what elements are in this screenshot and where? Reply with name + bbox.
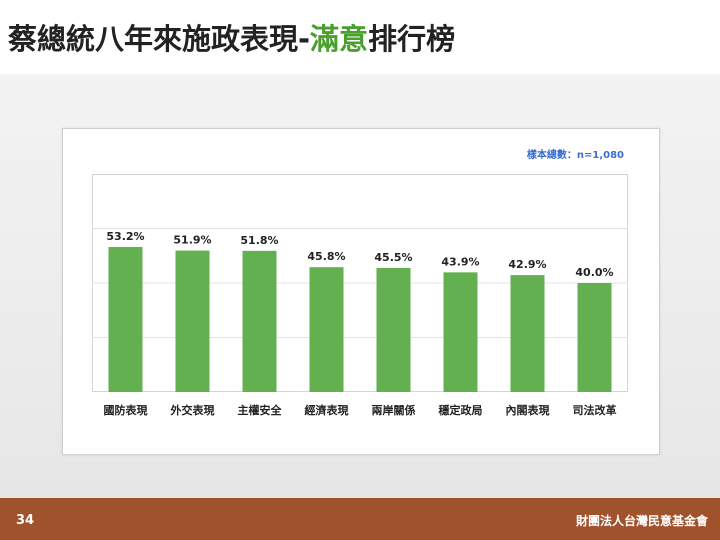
bar-2 xyxy=(242,250,277,392)
category-label-4: 兩岸關係 xyxy=(372,403,416,417)
chart-frame xyxy=(62,128,660,455)
organization-name: 財團法人台灣民意基金會 xyxy=(575,514,708,528)
data-label-2: 51.8% xyxy=(240,234,278,247)
category-label-3: 經濟表現 xyxy=(305,403,349,417)
title-highlight: 滿意 xyxy=(310,22,369,56)
sample-size-note: 樣本總數：n=1,080 xyxy=(526,150,624,161)
page-title: 蔡總統八年來施政表現-滿意排行榜 xyxy=(8,16,455,58)
category-label-2: 主權安全 xyxy=(238,403,283,417)
category-label-7: 司法改革 xyxy=(573,403,617,417)
bar-3 xyxy=(309,267,344,392)
data-label-4: 45.5% xyxy=(374,251,412,264)
data-label-0: 53.2% xyxy=(106,230,144,243)
title-bar: 蔡總統八年來施政表現-滿意排行榜 xyxy=(0,0,720,72)
bar-5 xyxy=(443,272,478,392)
bar-0 xyxy=(108,247,143,392)
category-label-1: 外交表現 xyxy=(170,403,215,417)
data-label-7: 40.0% xyxy=(575,266,613,279)
data-label-3: 45.8% xyxy=(307,250,345,263)
bar-1 xyxy=(175,250,210,392)
title-suffix: 排行榜 xyxy=(368,22,456,56)
data-label-5: 43.9% xyxy=(441,255,479,268)
category-label-6: 內閣表現 xyxy=(506,403,550,417)
footer-bar xyxy=(0,498,720,540)
bar-7 xyxy=(577,283,612,392)
category-label-0: 國防表現 xyxy=(104,403,148,417)
title-prefix: 蔡總統八年來施政表現- xyxy=(8,22,311,56)
bar-4 xyxy=(376,268,411,392)
data-label-6: 42.9% xyxy=(508,258,546,271)
page-number: 34 xyxy=(16,513,35,528)
category-label-5: 穩定政局 xyxy=(438,403,483,417)
bar-6 xyxy=(510,275,545,392)
data-label-1: 51.9% xyxy=(173,234,211,247)
